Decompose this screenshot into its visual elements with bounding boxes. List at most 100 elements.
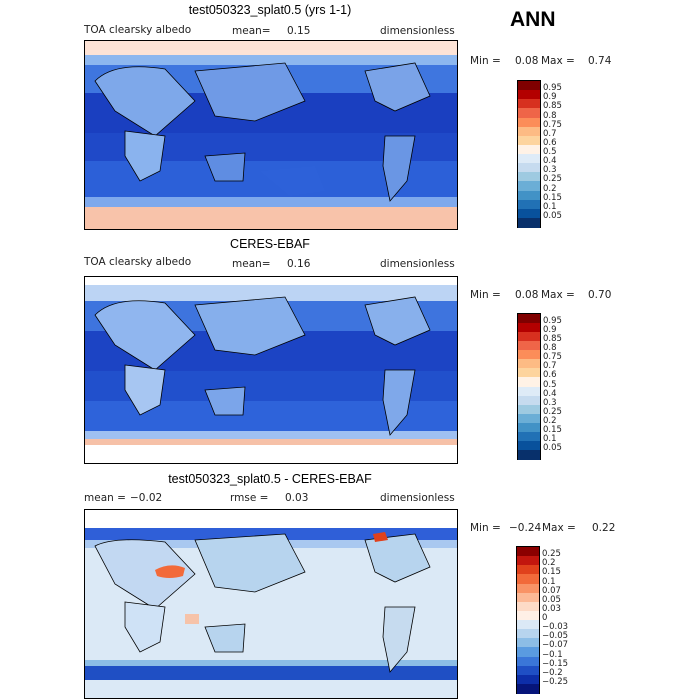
colorbar-tick-label: 0.4 xyxy=(543,156,557,167)
colorbar-tick-label: 0.9 xyxy=(543,325,557,336)
colorbar-tick-label: −0.25 xyxy=(542,676,569,687)
colorbar-swatch xyxy=(518,422,540,433)
colorbar-swatch xyxy=(518,154,540,164)
colorbar-swatch xyxy=(518,99,540,109)
panel3-rmse-value: 0.03 xyxy=(285,492,309,504)
panel1-colorbar xyxy=(517,80,541,228)
colorbar-swatch xyxy=(518,314,540,324)
panel3-units: dimensionless xyxy=(380,492,455,504)
colorbar-tick-label: −0.05 xyxy=(542,631,569,642)
colorbar-tick-label: 0.25 xyxy=(542,549,561,560)
panel1-units: dimensionless xyxy=(380,25,455,37)
panel2-mean-value: 0.16 xyxy=(287,258,311,270)
colorbar-swatch xyxy=(517,601,539,612)
colorbar-tick-label: 0.7 xyxy=(543,128,557,139)
colorbar-tick-label: 0.6 xyxy=(543,370,557,381)
colorbar-swatch xyxy=(518,181,540,191)
panel2-max-value: 0.70 xyxy=(588,289,612,301)
colorbar-swatch xyxy=(517,556,539,566)
colorbar-swatch xyxy=(518,163,540,173)
colorbar-swatch xyxy=(517,574,539,584)
panel2-units: dimensionless xyxy=(380,258,455,270)
colorbar-swatch xyxy=(518,172,540,182)
colorbar-swatch xyxy=(518,323,540,333)
colorbar-swatch xyxy=(517,683,539,694)
colorbar-tick-label: 0.25 xyxy=(543,174,562,185)
colorbar-swatch xyxy=(518,135,540,146)
colorbar-tick-label: 0.6 xyxy=(543,137,557,148)
colorbar-swatch xyxy=(517,547,539,557)
panel2-min-label: Min = xyxy=(470,289,501,301)
colorbar-swatch xyxy=(518,359,540,369)
panel1-map xyxy=(84,40,458,230)
colorbar-tick-label: 0.3 xyxy=(543,397,557,408)
colorbar-swatch xyxy=(518,431,540,442)
colorbar-swatch xyxy=(518,413,540,424)
colorbar-swatch xyxy=(517,656,539,667)
colorbar-swatch xyxy=(518,108,540,118)
colorbar-swatch xyxy=(518,404,540,415)
colorbar-swatch xyxy=(518,440,540,451)
panel3-rmse-label: rmse = xyxy=(230,492,269,504)
colorbar-swatch xyxy=(518,117,540,128)
colorbar-swatch xyxy=(517,592,539,603)
colorbar-swatch xyxy=(518,341,540,351)
colorbar-swatch xyxy=(518,377,540,387)
colorbar-tick-label: 0.15 xyxy=(543,192,562,203)
colorbar-tick-label: 0.07 xyxy=(542,585,561,596)
colorbar-tick-label: 0.5 xyxy=(543,147,557,157)
colorbar-tick-label: 0.8 xyxy=(543,110,557,121)
colorbar-swatch xyxy=(518,144,540,155)
colorbar-swatch xyxy=(518,126,540,137)
colorbar-tick-label: 0.25 xyxy=(543,406,562,417)
colorbar-tick-label: 0.75 xyxy=(543,352,562,363)
season-label: ANN xyxy=(510,8,556,31)
colorbar-swatch xyxy=(518,386,540,397)
panel2-title: CERES-EBAF xyxy=(230,237,310,251)
colorbar-tick-label: −0.15 xyxy=(542,658,569,669)
colorbar-tick-label: 0.8 xyxy=(543,343,557,354)
colorbar-tick-label: 0.2 xyxy=(543,183,557,194)
colorbar-tick-label: 0.15 xyxy=(542,567,561,578)
colorbar-tick-label: 0.3 xyxy=(543,165,557,176)
panel2-mean-label: mean= xyxy=(232,258,271,270)
colorbar-swatch xyxy=(518,449,540,460)
colorbar-tick-label: 0.7 xyxy=(543,361,557,372)
panel3-max-value: 0.22 xyxy=(592,522,616,534)
colorbar-swatch xyxy=(518,190,540,201)
colorbar-swatch xyxy=(518,90,540,100)
panel2-min-value: 0.08 xyxy=(515,289,539,301)
colorbar-swatch xyxy=(517,674,539,685)
panel3-title: test050323_splat0.5 - CERES-EBAF xyxy=(168,472,372,486)
colorbar-swatch xyxy=(518,350,540,360)
panel3-mean-label: mean = xyxy=(84,492,126,504)
panel2-max-label: Max = xyxy=(541,289,575,301)
colorbar-tick-label: 0.05 xyxy=(543,210,562,221)
colorbar-tick-label: 0.75 xyxy=(543,119,562,130)
panel2-variable: TOA clearsky albedo xyxy=(84,256,192,268)
colorbar-tick-label: 0.05 xyxy=(543,442,562,453)
colorbar-swatch xyxy=(518,81,540,91)
colorbar-tick-label: 0.85 xyxy=(543,101,562,112)
colorbar-swatch xyxy=(517,629,539,639)
panel1-variable: TOA clearsky albedo xyxy=(84,24,192,36)
colorbar-tick-label: −0.1 xyxy=(542,649,563,660)
panel3-map xyxy=(84,509,458,699)
colorbar-swatch xyxy=(518,332,540,342)
colorbar-tick-label: 0.2 xyxy=(543,415,557,426)
colorbar-swatch xyxy=(517,610,539,621)
colorbar-tick-label: 0.4 xyxy=(543,388,557,399)
colorbar-tick-label: 0.2 xyxy=(542,558,556,569)
colorbar-swatch xyxy=(517,665,539,676)
panel1-min-label: Min = xyxy=(470,55,501,67)
panel1-max-value: 0.74 xyxy=(588,55,612,67)
panel3-colorbar xyxy=(516,546,540,694)
panel1-max-label: Max = xyxy=(541,55,575,67)
colorbar-tick-label: 0.1 xyxy=(543,433,557,444)
colorbar-swatch xyxy=(517,620,539,630)
colorbar-tick-label: 0.05 xyxy=(542,594,561,605)
colorbar-tick-label: 0 xyxy=(542,613,548,623)
colorbar-tick-label: 0.1 xyxy=(543,201,557,212)
panel3-min-value: −0.24 xyxy=(509,522,542,534)
colorbar-tick-label: 0.95 xyxy=(543,316,562,327)
